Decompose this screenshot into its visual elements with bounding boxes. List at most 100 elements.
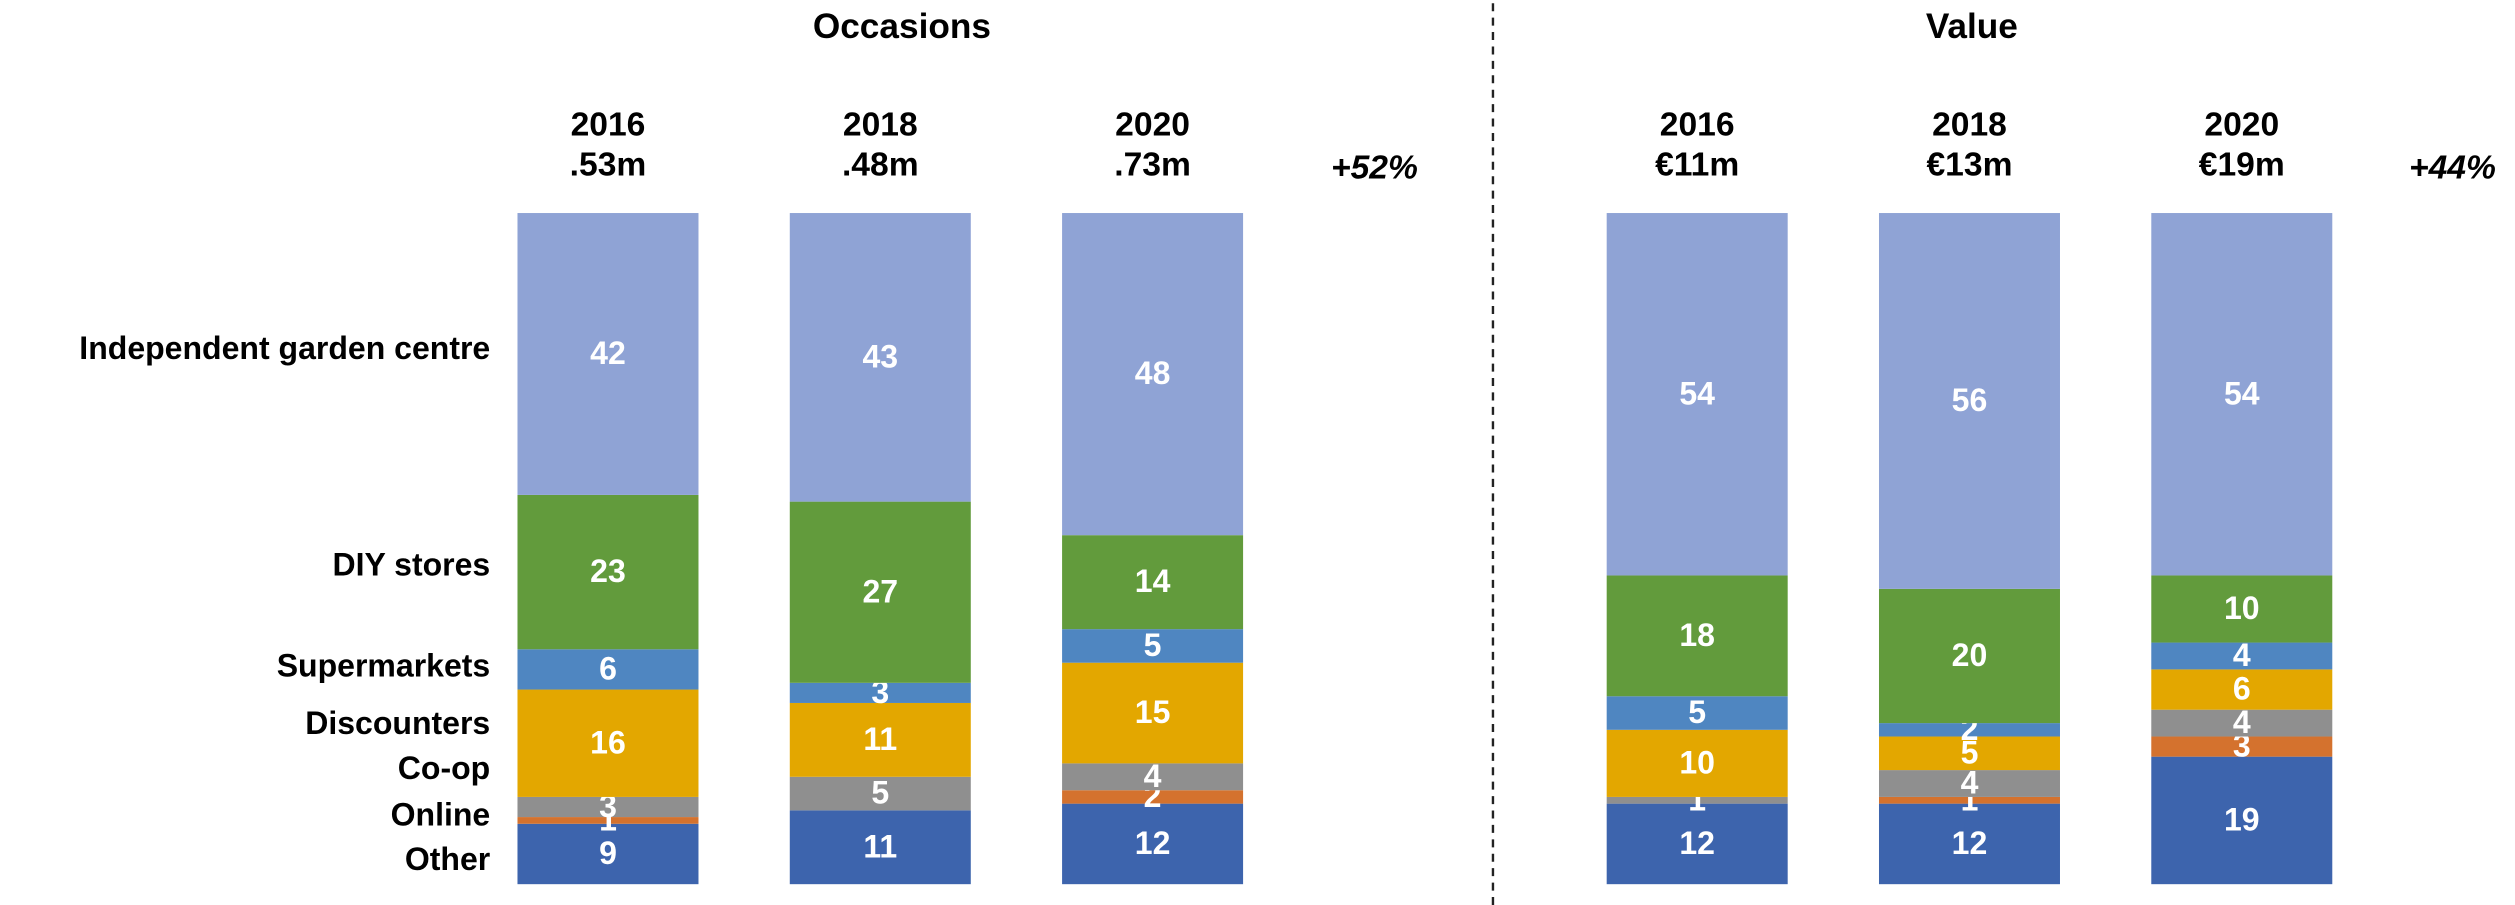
- bar-segment: [517, 213, 699, 495]
- value-label: 15: [1135, 694, 1171, 730]
- bar-segment: [1062, 629, 1244, 663]
- bar-segment: [1878, 588, 2060, 724]
- value-label: 5: [1961, 734, 1979, 770]
- bar-segment: [2151, 213, 2333, 576]
- legend-label: Co-op: [398, 750, 490, 786]
- bar-segment: [1606, 803, 1788, 885]
- total-label: €19m: [2199, 146, 2285, 183]
- bar-segment: [517, 494, 699, 650]
- bar-segment: [1062, 662, 1244, 764]
- bar-segment: [1606, 575, 1788, 697]
- bar-segment: [517, 796, 699, 818]
- change-label: +52%: [1331, 150, 1418, 187]
- value-label: 42: [590, 335, 626, 371]
- panel-title: Value: [1926, 7, 2018, 46]
- bar-segment: [1062, 213, 1244, 536]
- total-label: .48m: [842, 146, 919, 183]
- value-label: 48: [1135, 355, 1171, 391]
- value-label: 19: [2224, 801, 2260, 837]
- panel-title: Occasions: [813, 7, 991, 46]
- value-label: 9: [599, 835, 617, 871]
- value-label: 5: [1144, 627, 1162, 663]
- value-label: 5: [871, 775, 889, 811]
- bar-segment: [789, 776, 971, 811]
- value-label: 20: [1952, 637, 1988, 673]
- bar-segment: [789, 682, 971, 703]
- bar-segment: [1062, 790, 1244, 804]
- x-tick-label: 2016: [571, 106, 646, 143]
- value-label: 43: [862, 338, 898, 374]
- x-tick-label: 2020: [1115, 106, 1190, 143]
- total-label: .53m: [570, 146, 647, 183]
- bar-segment: [1062, 803, 1244, 885]
- bar-segment: [1606, 796, 1788, 804]
- legend-label: DIY stores: [332, 546, 490, 582]
- bar-segment: [2151, 642, 2333, 670]
- bar-segment: [1878, 736, 2060, 771]
- value-label: 11: [863, 828, 897, 864]
- bar-segment: [789, 213, 971, 502]
- value-label: 16: [590, 724, 626, 760]
- x-tick-label: 2018: [843, 106, 918, 143]
- legend-label: Discounters: [305, 705, 490, 741]
- bar-segment: [1606, 729, 1788, 797]
- value-label: 18: [1679, 617, 1715, 653]
- bar-segment: [1606, 696, 1788, 730]
- value-label: 4: [1961, 765, 1979, 801]
- bar-segment: [1878, 796, 2060, 804]
- bar-segment: [1606, 213, 1788, 576]
- value-label: 12: [1952, 825, 1988, 861]
- bar-segment: [517, 689, 699, 797]
- total-label: €13m: [1926, 146, 2012, 183]
- bar-segment: [1878, 723, 2060, 737]
- value-label: 5: [1688, 694, 1706, 730]
- total-label: .73m: [1114, 146, 1191, 183]
- bar-segment: [517, 817, 699, 824]
- value-label: 56: [1952, 382, 1988, 418]
- bar-segment: [2151, 736, 2333, 757]
- value-label: 11: [863, 721, 897, 757]
- bar-segment: [517, 823, 699, 885]
- bar-segment: [2151, 709, 2333, 737]
- value-label: 54: [1679, 375, 1715, 411]
- value-label: 4: [1144, 758, 1162, 794]
- bar-segment: [789, 501, 971, 683]
- bar-segment: [789, 810, 971, 885]
- legend-label: Independent garden centre: [79, 330, 490, 366]
- value-label: 27: [862, 573, 898, 609]
- value-label: 10: [1679, 744, 1715, 780]
- bar-segment: [789, 702, 971, 777]
- value-label: 4: [2233, 704, 2251, 740]
- legend-label: Other: [405, 841, 490, 877]
- bar-segment: [1878, 803, 2060, 885]
- value-label: 10: [2224, 590, 2260, 626]
- value-label: 3: [599, 788, 617, 824]
- value-label: 12: [1679, 825, 1715, 861]
- bar-segment: [1062, 535, 1244, 630]
- bar-segment: [1878, 770, 2060, 797]
- bar-segment: [1878, 213, 2060, 589]
- legend-label: Online: [391, 796, 491, 832]
- value-label: 3: [871, 674, 889, 710]
- bar-segment: [2151, 669, 2333, 710]
- bar-segment: [2151, 575, 2333, 643]
- bar-segment: [517, 649, 699, 690]
- x-tick-label: 2020: [2204, 106, 2279, 143]
- value-label: 4: [2233, 637, 2251, 673]
- value-label: 6: [599, 650, 617, 686]
- change-label: +44%: [2409, 150, 2496, 187]
- value-label: 12: [1135, 825, 1171, 861]
- x-tick-label: 2016: [1660, 106, 1735, 143]
- value-label: 14: [1135, 563, 1171, 599]
- value-label: 23: [590, 553, 626, 589]
- x-tick-label: 2018: [1932, 106, 2007, 143]
- total-label: €11m: [1655, 146, 1739, 183]
- value-label: 3: [2233, 728, 2251, 764]
- bar-segment: [2151, 756, 2333, 885]
- bar-segment: [1062, 763, 1244, 791]
- legend-label: Supermarkets: [277, 647, 491, 683]
- value-label: 6: [2233, 671, 2251, 707]
- value-label: 54: [2224, 375, 2260, 411]
